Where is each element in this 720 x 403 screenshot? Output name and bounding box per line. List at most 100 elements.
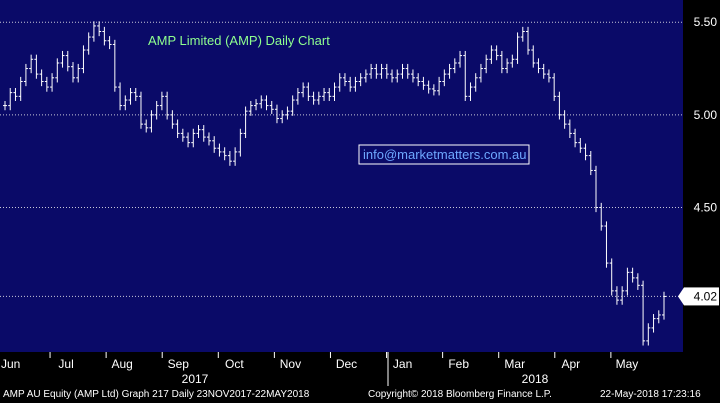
price-bar — [238, 128, 243, 157]
price-bar — [567, 119, 572, 139]
price-bar — [395, 69, 400, 83]
price-bar — [478, 63, 483, 83]
x-tick-label-month: Mar — [504, 357, 525, 371]
y-tick-label: 4.50 — [694, 200, 718, 214]
price-bar — [123, 95, 128, 111]
price-bar — [369, 63, 374, 79]
price-bar — [363, 69, 368, 83]
price-bar — [29, 54, 34, 74]
price-bar — [138, 91, 143, 129]
y-tick-label: 5.50 — [694, 15, 718, 29]
price-bar — [227, 150, 232, 166]
x-tick-label-month: Feb — [448, 357, 469, 371]
price-bar — [144, 119, 149, 133]
price-bar — [594, 165, 599, 213]
price-bar — [620, 286, 625, 305]
price-bar — [327, 88, 332, 101]
x-tick-label-month: Sep — [168, 357, 190, 371]
footer-security: AMP AU Equity (AMP Ltd) Graph 217 Daily … — [3, 389, 310, 400]
price-bar — [588, 150, 593, 176]
price-bar — [656, 310, 661, 324]
price-bar — [541, 63, 546, 79]
price-bar — [463, 50, 468, 101]
x-axis: Jun Jul Aug Sep Oct Nov Dec Jan Feb Mar Apr May 2017… — [1, 352, 638, 386]
last-price-pointer — [678, 287, 684, 306]
price-bar — [97, 21, 102, 37]
x-tick-label-month: Apr — [561, 357, 580, 371]
price-bar — [295, 88, 300, 105]
price-bar — [473, 73, 478, 92]
price-bar — [599, 202, 604, 231]
price-bar — [196, 125, 201, 139]
price-bar — [635, 273, 640, 290]
price-bar — [421, 76, 426, 90]
price-bar — [630, 267, 635, 283]
price-bar — [86, 32, 91, 55]
price-bar — [264, 95, 269, 111]
price-bar — [400, 63, 405, 79]
chart-title: AMP Limited (AMP) Daily Chart — [148, 33, 330, 48]
price-bar — [180, 128, 185, 142]
price-bar — [536, 58, 541, 74]
x-tick-label-year: 2018 — [522, 372, 549, 386]
annotation-box — [358, 144, 530, 165]
price-bar — [191, 128, 196, 148]
price-bar — [13, 88, 18, 101]
price-bar — [212, 136, 217, 153]
price-bar — [280, 110, 285, 124]
price-bar — [175, 119, 180, 139]
price-bar — [552, 73, 557, 101]
price-bar — [405, 63, 410, 79]
price-bar — [390, 69, 395, 83]
x-tick-label-month: Jul — [58, 357, 73, 371]
price-bar — [316, 91, 321, 105]
price-bar — [154, 100, 159, 120]
price-bar — [662, 291, 666, 320]
price-bar — [468, 82, 473, 101]
price-bar — [243, 106, 248, 139]
x-tick-label-month: Jun — [1, 357, 20, 371]
price-bar — [646, 323, 651, 346]
price-bar — [526, 26, 531, 55]
price-bar — [379, 63, 384, 79]
price-bar — [285, 106, 290, 120]
price-bar — [65, 50, 70, 72]
footer-timestamp: 22-May-2018 17:23:16 — [600, 389, 701, 400]
price-bar — [458, 50, 463, 68]
price-bar — [410, 69, 415, 83]
price-bar — [170, 110, 175, 129]
price-bar — [531, 45, 536, 68]
price-bar — [118, 82, 123, 111]
price-bar — [520, 26, 525, 42]
price-bar — [510, 54, 515, 68]
price-bar — [489, 45, 494, 64]
y-axis: 5.50 5.00 4.50 4.02 — [678, 15, 719, 306]
price-bar — [107, 36, 112, 50]
price-bar — [8, 88, 13, 111]
price-bar — [505, 58, 510, 74]
x-tick-label-month: Oct — [225, 357, 244, 371]
price-bar — [651, 314, 656, 333]
price-bar — [358, 73, 363, 87]
price-bar — [102, 26, 107, 46]
price-bar — [384, 63, 389, 79]
x-tick-label-month: Aug — [111, 357, 132, 371]
price-bar — [437, 76, 442, 96]
price-bar — [186, 132, 191, 148]
price-bar — [426, 80, 431, 94]
price-bar — [222, 147, 227, 161]
price-bar — [442, 69, 447, 87]
price-bar — [23, 63, 28, 87]
price-bar — [44, 76, 49, 92]
price-bar — [625, 267, 630, 296]
price-bar — [562, 110, 567, 129]
price-bar — [337, 73, 342, 92]
x-tick-label-month: Dec — [336, 357, 357, 371]
price-bar — [484, 54, 489, 74]
price-bar — [254, 99, 259, 111]
time-axis-background — [0, 352, 720, 386]
price-bar — [81, 45, 86, 74]
price-bar — [76, 63, 81, 83]
plot-background — [0, 0, 683, 352]
price-bar — [573, 128, 578, 148]
